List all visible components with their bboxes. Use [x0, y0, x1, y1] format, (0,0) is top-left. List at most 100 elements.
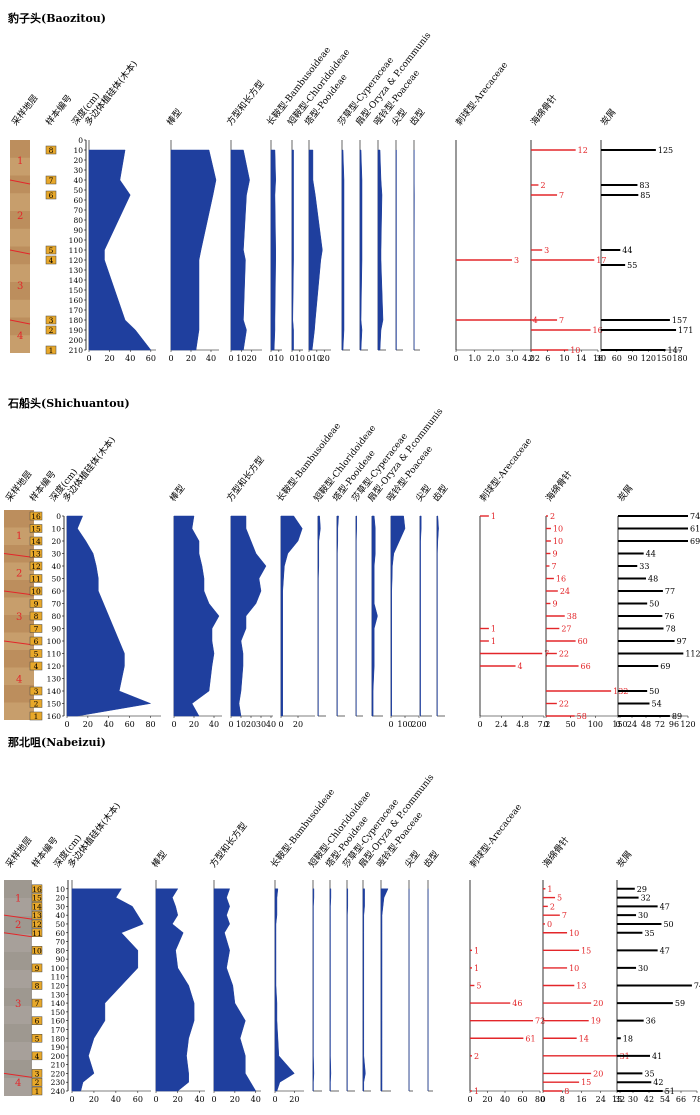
sample-label: 16 — [32, 885, 42, 894]
series-tick-label: 100 — [588, 720, 603, 729]
bar-value-label: 83 — [639, 181, 649, 190]
series-area — [214, 889, 256, 1091]
sample-label: 11 — [32, 929, 42, 938]
stratum-label: 1 — [17, 156, 23, 167]
sample-label: 6 — [35, 1017, 40, 1026]
series-area — [437, 516, 439, 716]
sample-label: 7 — [49, 176, 54, 185]
series-tick-label: 48 — [641, 720, 651, 729]
bar-series-2: 12273177161026101418 — [528, 140, 606, 363]
series-tick-label: 20 — [173, 1095, 183, 1104]
series-tick-label: 60 — [612, 354, 622, 363]
bar-value-label: 15 — [581, 946, 591, 955]
series-area — [363, 889, 365, 1091]
series-tick-label: 20 — [186, 354, 196, 363]
bar-value-label: 35 — [644, 929, 654, 938]
series-tick-label: 20 — [189, 720, 199, 729]
series-tick-label: 2.0 — [487, 354, 500, 363]
series-tick-label: 90 — [628, 354, 638, 363]
series-tick-label: 0 — [477, 720, 482, 729]
depth-tick-label: 0 — [78, 136, 83, 145]
depth-tick-label: 120 — [69, 256, 84, 265]
column-title: 尖型 — [402, 848, 423, 870]
sample-label: 5 — [35, 1034, 40, 1043]
bar-value-label: 77 — [665, 587, 675, 596]
series-tick-label: 0 — [64, 720, 69, 729]
sample-label: 4 — [35, 1052, 40, 1061]
depth-tick-label: 70 — [51, 600, 61, 609]
series-area — [171, 150, 216, 350]
bar-value-label: 22 — [559, 650, 569, 659]
depth-tick-label: 110 — [69, 246, 84, 255]
bar-value-label: 125 — [658, 146, 673, 155]
series-tick-label: 0 — [86, 354, 91, 363]
bar-value-label: 1 — [474, 964, 479, 973]
area-series-8 — [372, 516, 383, 716]
series-tick-label: 40 — [111, 1095, 121, 1104]
bar-value-label: 1 — [491, 625, 496, 634]
sample-label: 13 — [31, 550, 41, 559]
series-tick-label: 20 — [246, 720, 256, 729]
depth-tick-label: 210 — [51, 1061, 66, 1070]
sample-label: 3 — [34, 687, 39, 696]
depth-tick-label: 190 — [51, 1043, 66, 1052]
bar-value-label: 46 — [512, 999, 522, 1008]
series-tick-label: 1.0 — [468, 354, 481, 363]
depth-tick-label: 130 — [51, 990, 66, 999]
depth-tick-label: 180 — [51, 1034, 66, 1043]
column-title: 长鞍型-Bambusoideae — [268, 786, 337, 870]
series-tick-label: 8 — [560, 1095, 565, 1104]
bar-value-label: 157 — [672, 316, 687, 325]
bar-value-label: 3 — [514, 256, 519, 265]
bar-value-label: 30 — [638, 964, 648, 973]
depth-tick-label: 130 — [69, 266, 84, 275]
depth-tick-label: 180 — [69, 316, 84, 325]
depth-tick-label: 190 — [69, 326, 84, 335]
series-tick-label: 40 — [206, 354, 216, 363]
site-title: 那北咀(Nabeizui) — [8, 735, 106, 749]
column-title: 炭屑 — [599, 107, 619, 128]
bar-value-label: 7 — [562, 911, 567, 920]
bar-value-label: 58 — [577, 712, 587, 721]
panel-3: 那北咀(Nabeizui)采样地层样本编号深度(cm)多边体植硅体(木本)棒型方… — [3, 735, 700, 1104]
sample-label: 3 — [35, 1069, 40, 1078]
bar-value-label: 61 — [525, 1034, 535, 1043]
series-tick-label: 60 — [517, 1095, 527, 1104]
column-title: 方型和长方型 — [207, 820, 250, 870]
series-tick-label: 4.8 — [516, 720, 529, 729]
depth-tick-label: 30 — [55, 902, 65, 911]
bar-value-label: 74 — [694, 982, 700, 991]
series-tick-label: 150 — [657, 354, 672, 363]
series-tick-label: 20 — [320, 354, 330, 363]
column-title: 炭屑 — [616, 483, 636, 504]
series-tick-label: 0 — [467, 1095, 472, 1104]
stratum-label: 3 — [16, 612, 22, 623]
depth-tick-label: 170 — [51, 1025, 66, 1034]
bar-value-label: 7 — [559, 316, 564, 325]
series-area — [292, 150, 294, 350]
series-tick-label: 0 — [388, 720, 393, 729]
stratum-label: 2 — [17, 211, 23, 222]
depth-tick-label: 50 — [51, 575, 61, 584]
bar-series-3: 7466146964433487750767897112695054890244… — [615, 512, 700, 729]
area-series-9 — [381, 880, 391, 1091]
series-area — [391, 516, 405, 716]
column-title: 海绵骨针 — [543, 468, 575, 504]
series-area — [309, 150, 322, 350]
core-texture-band — [4, 1024, 32, 1042]
series-area — [156, 889, 194, 1091]
depth-tick-label: 60 — [55, 929, 65, 938]
sample-label: 16 — [31, 512, 41, 521]
depth-tick-label: 200 — [69, 336, 84, 345]
depth-tick-label: 90 — [55, 955, 65, 964]
area-series-5 — [318, 516, 326, 716]
sample-label: 5 — [49, 246, 54, 255]
area-series-10 — [396, 140, 403, 350]
depth-tick-label: 0 — [56, 512, 61, 521]
